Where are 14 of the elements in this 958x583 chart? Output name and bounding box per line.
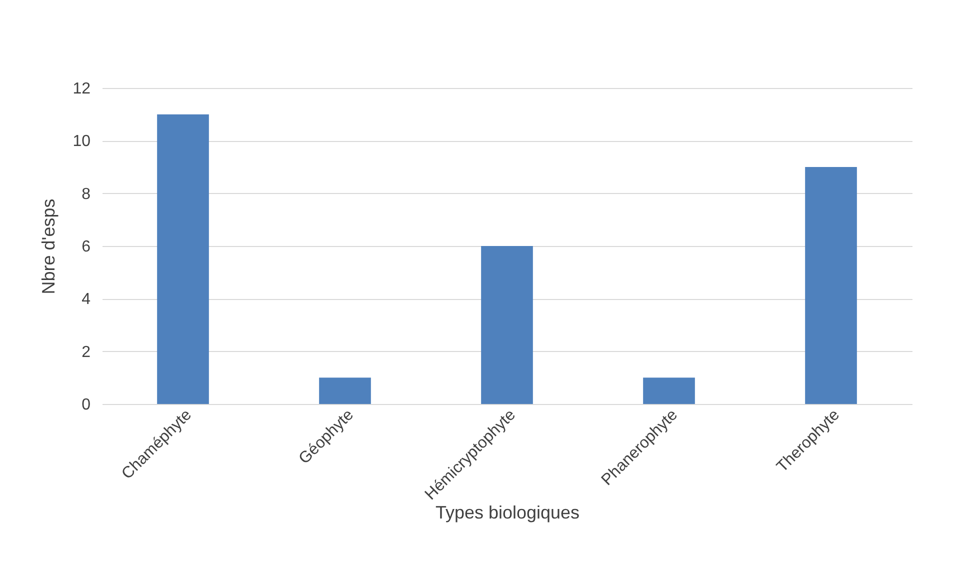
y-axis-title: Nbre d'esps [38,198,59,294]
bar [481,246,533,404]
y-tick-label: 2 [82,344,91,361]
y-tick-label: 12 [72,80,91,98]
y-tick-label: 6 [82,238,91,256]
bar [643,378,695,404]
x-axis-title: Types biologiques [435,502,580,523]
bar [157,114,209,404]
y-tick-label: 10 [72,133,91,150]
y-tick-label: 0 [82,396,91,414]
bar [805,167,857,404]
y-tick-label: 4 [82,291,91,308]
bar [319,378,371,404]
y-tick-label: 8 [82,186,91,203]
